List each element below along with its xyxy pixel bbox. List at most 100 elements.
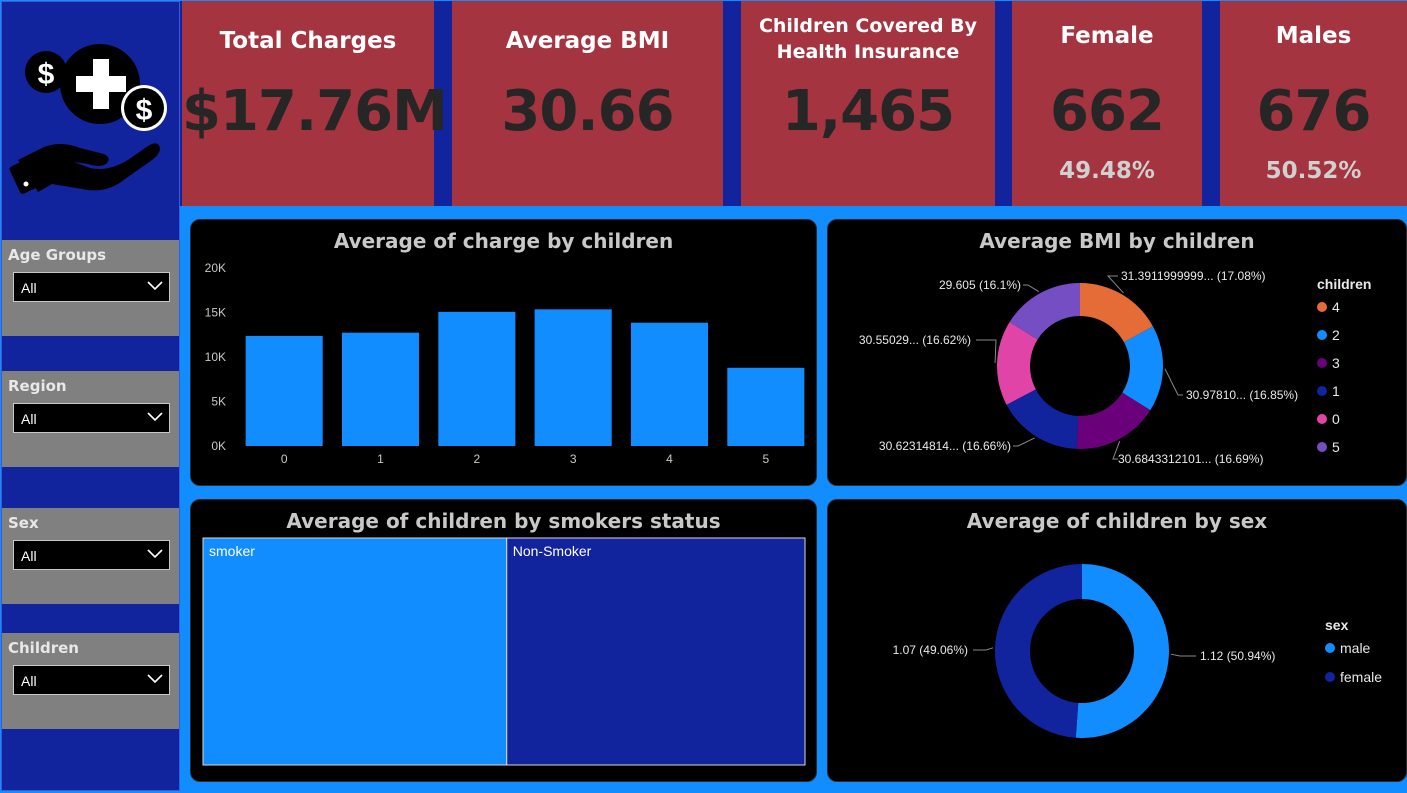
legend-item[interactable]: male (1340, 640, 1371, 656)
kpi-average-bmi: Average BMI 30.66 (452, 1, 723, 206)
kpi-title: Average BMI (505, 28, 670, 54)
region-dropdown[interactable]: All (13, 403, 170, 433)
slicer-region: Region All (2, 371, 179, 467)
slice-data-label: 30.62314814... (16.66%) (879, 439, 1011, 453)
kpi-value: 662 (1050, 79, 1165, 144)
bar[interactable] (727, 367, 805, 446)
pie-slice[interactable] (1122, 326, 1163, 411)
x-tick-label: 1 (377, 452, 384, 466)
kpi-children-covered: Children Covered By Health Insurance 1,4… (741, 1, 995, 206)
legend-marker (1317, 302, 1327, 312)
y-tick-label: 10K (205, 350, 226, 364)
slice-data-label: 30.6843312101... (16.69%) (1118, 452, 1263, 466)
y-tick-label: 5K (211, 395, 226, 409)
treemap-tile[interactable] (506, 537, 806, 766)
slicer-sex: Sex All (2, 508, 179, 604)
y-tick-label: 0K (211, 439, 226, 453)
legend-item[interactable]: 3 (1332, 355, 1340, 371)
leader-line (1023, 284, 1040, 293)
children-dropdown[interactable]: All (13, 665, 170, 695)
pie-slice[interactable] (1075, 564, 1169, 738)
dropdown-value: All (21, 280, 37, 296)
sex-donut-svg: 1.12 (50.94%) 1.07 (49.06%) sex male female (893, 564, 1382, 738)
legend-marker (1317, 414, 1327, 424)
y-tick-label: 15K (205, 306, 226, 320)
kpi-title-line2: Health Insurance (776, 41, 960, 63)
chevron-down-icon (147, 412, 163, 422)
slice-data-label: 30.97810... (16.85%) (1186, 388, 1298, 402)
kpi-value: $17.76M (182, 79, 448, 144)
legend-item[interactable]: female (1340, 669, 1382, 685)
slicer-label: Sex (8, 514, 39, 532)
kpi-percent: 50.52% (1265, 158, 1362, 184)
leader-line (1112, 441, 1121, 460)
legend-marker (1317, 442, 1327, 452)
bar[interactable] (341, 332, 420, 446)
chart-title: Average of children by sex (966, 509, 1268, 533)
leader-line (973, 647, 994, 651)
kpi-total-charges: Total Charges $17.76M (182, 1, 448, 206)
pie-slice[interactable] (997, 321, 1038, 405)
pie-slice[interactable] (1006, 389, 1079, 449)
bar-chart-svg: 0K 5K 10K 15K 20K 0 1 2 3 4 5 (205, 261, 805, 466)
legend-item[interactable]: 5 (1332, 439, 1340, 455)
leader-line (976, 339, 997, 363)
kpi-title: Total Charges (219, 28, 397, 54)
legend-item[interactable]: 2 (1332, 327, 1340, 343)
slicer-label: Age Groups (8, 246, 107, 264)
legend-item[interactable]: 0 (1332, 411, 1340, 427)
pie-slice[interactable] (1009, 283, 1080, 340)
chevron-down-icon (147, 674, 163, 684)
treemap-svg: smoker Non-Smoker (202, 537, 806, 766)
bar[interactable] (245, 335, 323, 446)
kpi-female: Female 662 49.48% (1012, 1, 1202, 206)
leader-line (1164, 368, 1183, 396)
kpi-percent: 49.48% (1059, 158, 1155, 184)
sex-dropdown[interactable]: All (13, 540, 170, 570)
bar[interactable] (438, 311, 516, 446)
chart-children-by-smoker[interactable]: Average of children by smokers status sm… (190, 499, 817, 782)
x-tick-label: 0 (281, 452, 288, 466)
slice-data-label: 1.12 (50.94%) (1200, 649, 1275, 663)
treemap-tile-label: smoker (209, 543, 255, 559)
bar[interactable] (630, 322, 709, 446)
insurance-logo-icon: $ $ (9, 44, 167, 194)
kpi-title: Female (1060, 23, 1154, 49)
svg-text:$: $ (136, 94, 153, 127)
chart-bmi-by-children[interactable]: Average BMI by children 31.3911999999...… (827, 219, 1407, 486)
legend-marker (1317, 386, 1327, 396)
bar[interactable] (534, 309, 612, 446)
kpi-value: 676 (1256, 79, 1372, 144)
slice-data-label: 30.55029... (16.62%) (859, 333, 971, 347)
pie-slice[interactable] (994, 564, 1082, 738)
slicer-label: Children (8, 639, 79, 657)
slicer-children: Children All (2, 633, 179, 729)
age-groups-dropdown[interactable]: All (13, 272, 170, 302)
pie-slice[interactable] (1076, 392, 1151, 449)
chevron-down-icon (147, 281, 163, 291)
chart-title: Average of children by smokers status (286, 509, 721, 533)
legend-item[interactable]: 4 (1332, 299, 1340, 315)
dropdown-value: All (21, 411, 37, 427)
treemap-tile[interactable] (202, 537, 508, 766)
pie-slice[interactable] (1080, 283, 1153, 343)
slice-data-label: 29.605 (16.1%) (939, 278, 1021, 292)
sidebar: $ $ Age Groups All Region All Sex All (1, 1, 180, 791)
kpi-value: 1,465 (781, 79, 955, 144)
chart-children-by-sex[interactable]: Average of children by sex 1.12 (50.94%)… (827, 499, 1407, 782)
leader-line (1170, 653, 1196, 657)
leader-line (1106, 275, 1124, 294)
kpi-title-line1: Children Covered By (758, 15, 978, 37)
leader-line (1013, 437, 1035, 447)
x-tick-label: 2 (473, 452, 480, 466)
chevron-down-icon (147, 549, 163, 559)
chart-charge-by-children[interactable]: Average of charge by children 0K 5K 10K 15K… (190, 219, 817, 486)
legend-title: sex (1325, 617, 1349, 633)
treemap-tile-label: Non-Smoker (513, 543, 592, 559)
legend-title: children (1317, 276, 1371, 292)
legend-item[interactable]: 1 (1332, 383, 1340, 399)
slicer-age-groups: Age Groups All (2, 240, 179, 336)
kpi-title: Males (1275, 23, 1352, 49)
slice-data-label: 1.07 (49.06%) (893, 643, 968, 657)
legend-marker (1325, 643, 1335, 653)
